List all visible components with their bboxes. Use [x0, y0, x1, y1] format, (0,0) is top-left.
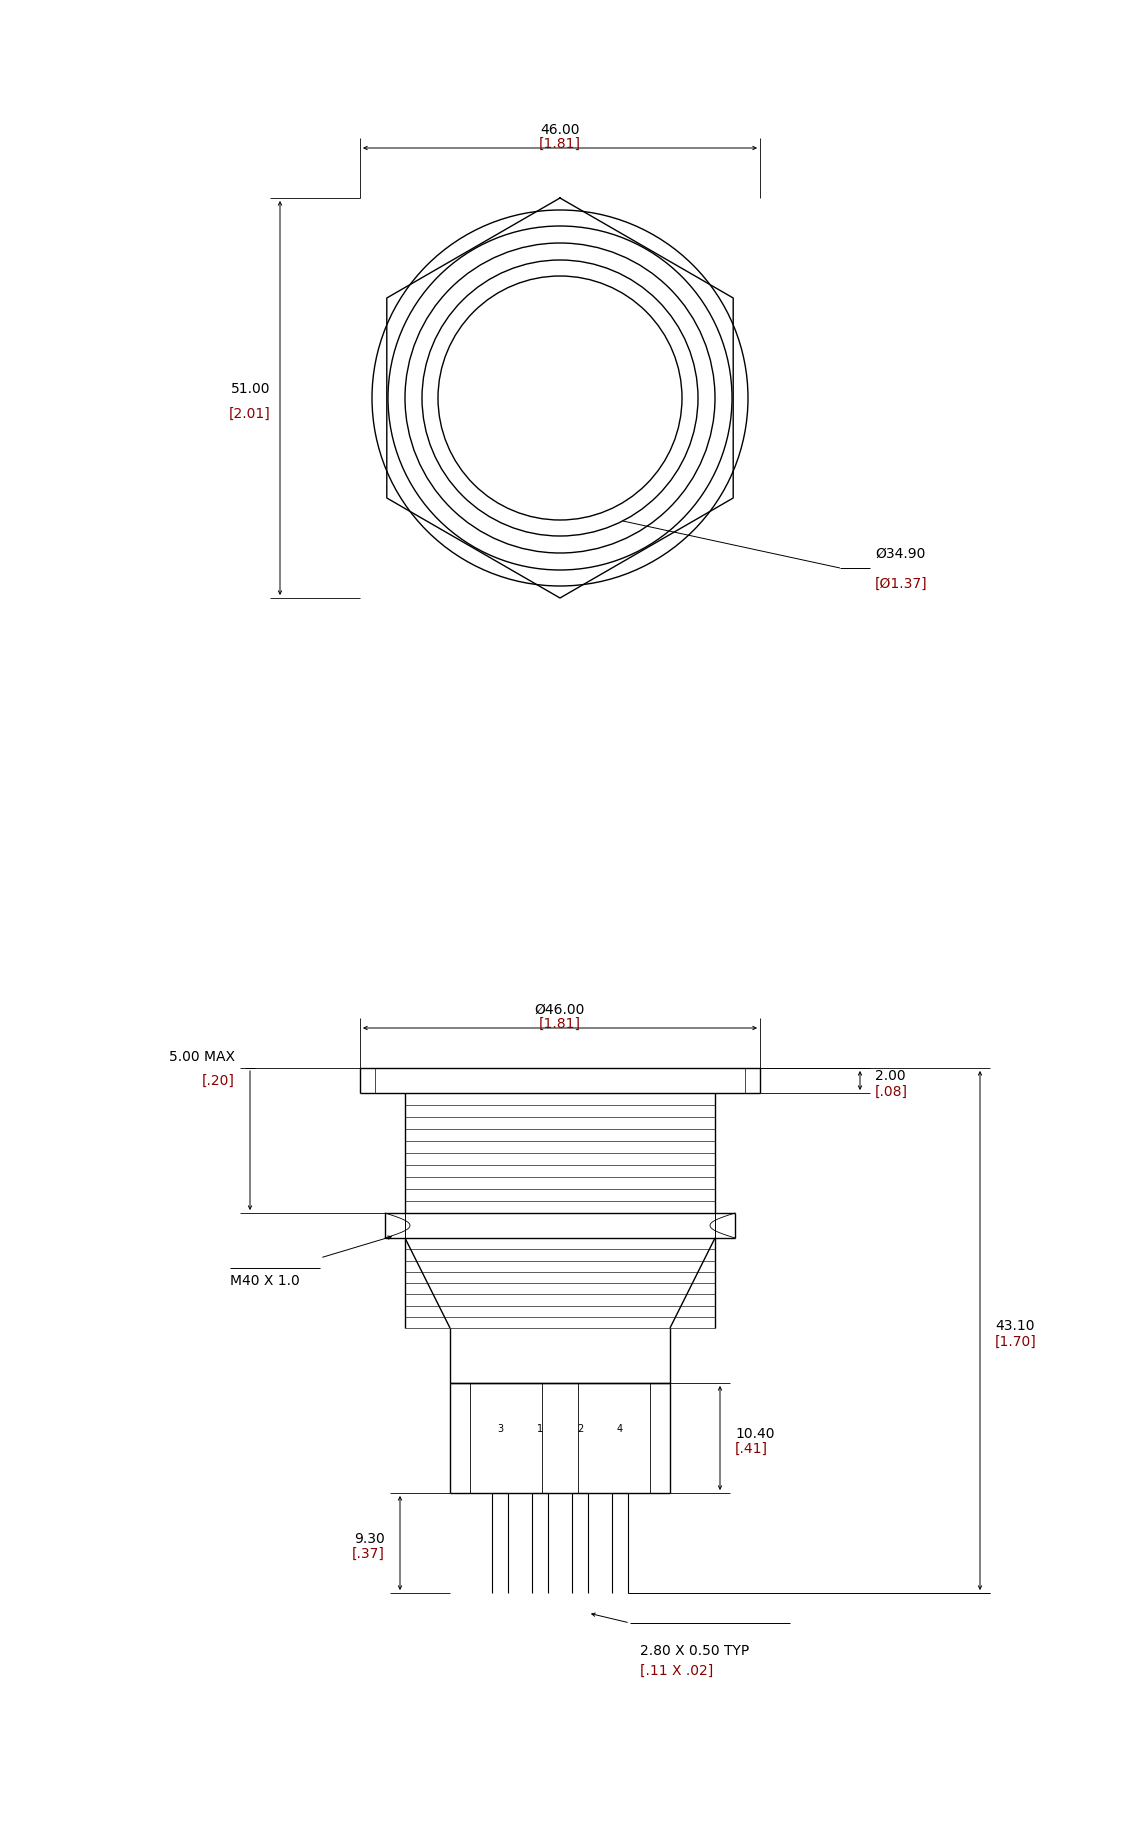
Text: 9.30: 9.30 — [354, 1532, 386, 1545]
Text: [Ø1.37]: [Ø1.37] — [874, 577, 927, 591]
Text: [2.01]: [2.01] — [228, 407, 270, 421]
Text: Ø34.90: Ø34.90 — [874, 547, 925, 560]
Text: 10.40: 10.40 — [735, 1427, 774, 1440]
Text: 2: 2 — [577, 1423, 583, 1434]
Text: [1.81]: [1.81] — [540, 137, 581, 152]
Text: 2.80 X 0.50 TYP: 2.80 X 0.50 TYP — [640, 1643, 750, 1658]
Text: 4: 4 — [617, 1423, 623, 1434]
Text: [1.81]: [1.81] — [540, 1016, 581, 1031]
Text: 3: 3 — [497, 1423, 504, 1434]
Text: 1: 1 — [537, 1423, 543, 1434]
Text: [.41]: [.41] — [735, 1441, 768, 1454]
Text: [.11 X .02]: [.11 X .02] — [640, 1663, 714, 1678]
Text: 51.00: 51.00 — [230, 383, 270, 395]
Text: 46.00: 46.00 — [541, 124, 580, 137]
Text: M40 X 1.0: M40 X 1.0 — [230, 1273, 300, 1288]
Text: 5.00 MAX: 5.00 MAX — [169, 1050, 235, 1063]
Text: Ø46.00: Ø46.00 — [535, 1002, 586, 1016]
Text: [.37]: [.37] — [352, 1547, 386, 1560]
Text: 2.00: 2.00 — [874, 1068, 906, 1083]
Text: [.20]: [.20] — [202, 1074, 235, 1087]
Text: [1.70]: [1.70] — [995, 1334, 1036, 1347]
Text: 43.10: 43.10 — [995, 1319, 1034, 1332]
Text: [.08]: [.08] — [874, 1085, 908, 1098]
